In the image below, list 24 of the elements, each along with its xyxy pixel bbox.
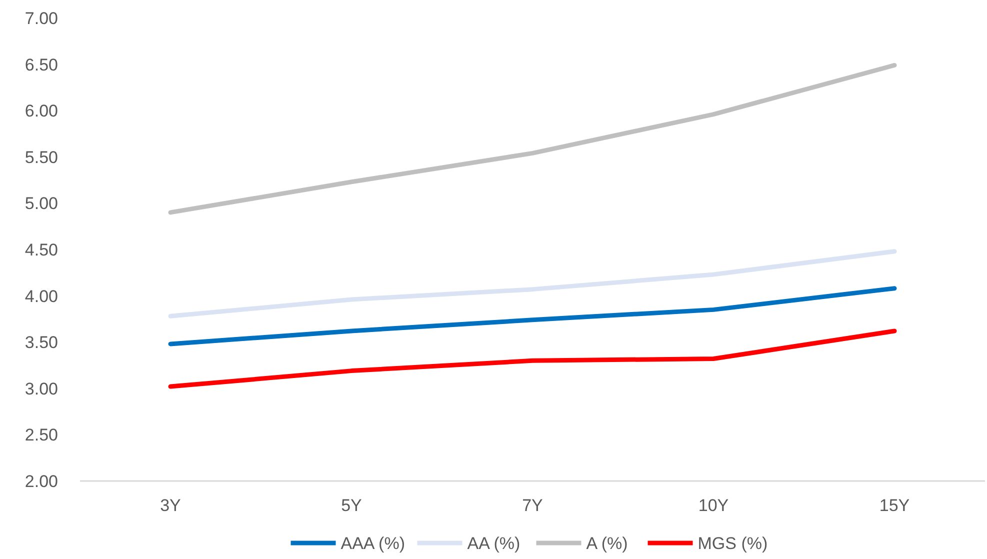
y-tick-label: 7.00: [24, 8, 58, 28]
legend-label: AA (%): [467, 534, 520, 553]
x-tick-label: 15Y: [879, 496, 910, 515]
x-tick-label: 3Y: [160, 496, 181, 515]
y-tick-label: 4.00: [24, 286, 58, 306]
y-tick-label: 4.50: [24, 240, 58, 260]
y-tick-label: 3.00: [24, 379, 58, 398]
line-series: [168, 286, 897, 346]
y-tick-label: 5.50: [24, 148, 58, 167]
legend-label: AAA (%): [340, 534, 405, 553]
line-series: [168, 328, 897, 389]
x-tick-label: 7Y: [522, 496, 543, 515]
x-tick-label: 10Y: [698, 496, 729, 515]
y-tick-label: 5.00: [24, 194, 58, 214]
line-series: [168, 62, 897, 215]
y-tick-label: 3.50: [24, 333, 58, 352]
y-tick-label: 6.50: [24, 55, 58, 74]
y-tick-label: 2.50: [24, 426, 58, 445]
legend-label: A (%): [586, 534, 628, 553]
y-tick-label: 2.00: [24, 472, 58, 491]
x-tick-label: 5Y: [341, 496, 362, 515]
y-tick-label: 6.00: [24, 102, 58, 121]
legend-label: MGS (%): [698, 534, 768, 553]
line-series: [168, 249, 897, 318]
